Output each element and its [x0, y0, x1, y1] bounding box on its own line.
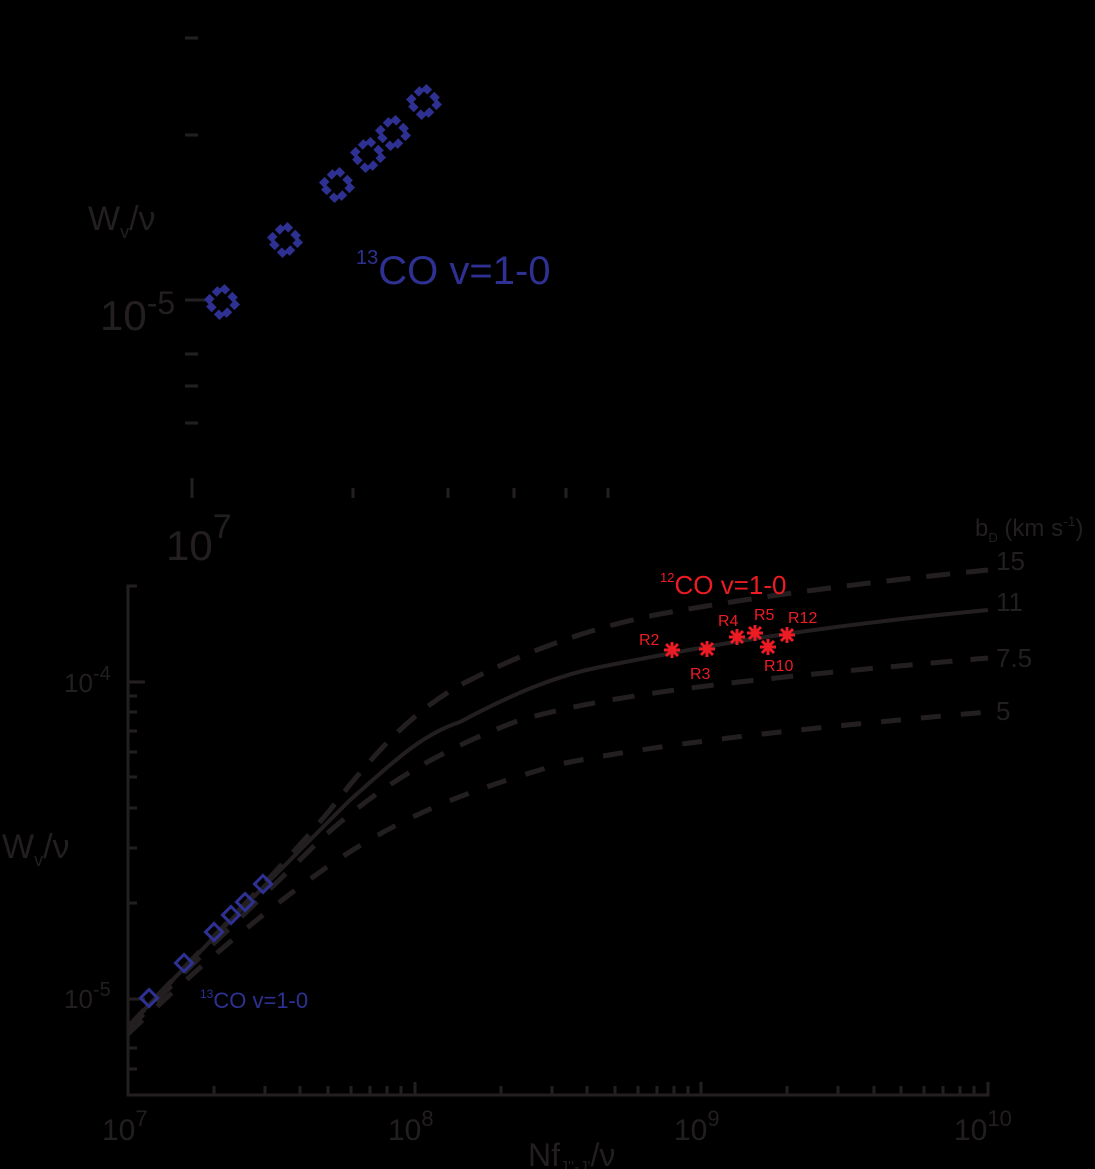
bottom-panel: 10-4 10-5 107 108 109 1010 Wv/ν NfJ''-J'…: [2, 513, 1084, 1169]
bottom-axes: [126, 584, 990, 1097]
x-tick-label-1e9: 109: [674, 1106, 720, 1147]
top-y-axis-label: Wv/ν: [88, 200, 156, 242]
point-label-r10: R10: [764, 658, 793, 675]
curve-label-7.5: 7.5: [996, 643, 1032, 673]
point-label-r2: R2: [639, 632, 660, 649]
bottom-y-ticks: [128, 680, 145, 1071]
curve-bd-5: [126, 709, 989, 1036]
curve-label-5: 5: [996, 696, 1010, 726]
top-y-tick-label-1e-5: 10-5: [100, 285, 175, 339]
point-label-r3: R3: [690, 666, 711, 683]
y-tick-label-1e-4: 10-4: [64, 663, 111, 698]
y-tick-label-1e-5: 10-5: [64, 979, 111, 1014]
top-x-ticks: [190, 478, 610, 498]
x-tick-label-1e8: 108: [388, 1106, 434, 1147]
top-y-ticks: [185, 36, 213, 425]
bottom-12co-annotation: 12CO v=1-0: [660, 570, 786, 600]
curve-label-15: 15: [996, 546, 1025, 576]
curve-bd-11: [126, 608, 989, 1029]
legend-title: bD (km s-1): [975, 513, 1084, 545]
bottom-12co-point-labels: R2 R3 R4 R5 R10 R12: [639, 607, 817, 683]
bottom-13co-annotation: 13CO v=1-0: [200, 987, 308, 1013]
curve-label-11: 11: [996, 587, 1023, 617]
top-panel: Wv/ν 10-5 107 13CO v=1-0: [88, 36, 610, 569]
bottom-y-axis-label: Wv/ν: [2, 828, 70, 870]
point-label-r12: R12: [788, 610, 817, 627]
point-label-r4: R4: [718, 613, 739, 630]
bottom-13co-markers: [138, 873, 274, 1009]
point-label-r5: R5: [754, 607, 775, 624]
bottom-x-axis-label: NfJ''-J'/ν: [528, 1137, 615, 1169]
top-x-tick-label-1e7: 107: [166, 508, 232, 569]
bottom-12co-markers: [664, 625, 795, 658]
curve-bd-7.5: [126, 655, 989, 1032]
curve-bd-15: [126, 567, 989, 1029]
x-tick-label-1e7: 107: [102, 1106, 148, 1147]
x-tick-label-1e10: 1010: [954, 1106, 1012, 1147]
bottom-x-ticks: [212, 1082, 976, 1095]
top-13co-annotation: 13CO v=1-0: [356, 247, 551, 293]
